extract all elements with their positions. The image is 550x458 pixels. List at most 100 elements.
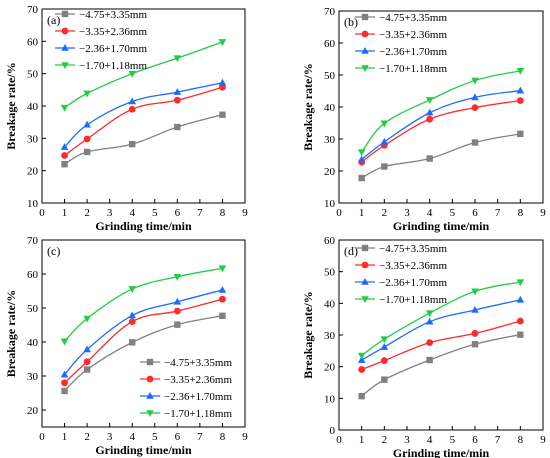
marker-triangle-up <box>61 44 69 51</box>
panel-label: (d) <box>344 244 358 258</box>
chart-panel-1: 0 1 2 3 4 5 6 7 8 9 10 20 30 40 50 60 70 Grinding time/mi… <box>4 4 248 233</box>
y-tick-label: 70 <box>27 235 39 247</box>
chart-panel-4: 0 1 2 3 4 5 6 7 8 9 0 10 20 30 40 50 60 Grinding time/min… <box>301 235 546 458</box>
panel-label: (b) <box>344 15 358 29</box>
legend-label: −1.70+1.18mm <box>79 60 147 72</box>
y-tick-label: 30 <box>324 330 336 342</box>
y-tick-label: 10 <box>324 393 336 405</box>
y-tick-label: 20 <box>324 362 336 374</box>
marker-triangle-down <box>425 97 434 104</box>
x-tick-label: 7 <box>495 434 501 446</box>
legend-label: −2.36+1.70mm <box>379 46 447 58</box>
x-tick-label: 0 <box>39 207 45 219</box>
legend-label: −2.36+1.70mm <box>379 277 447 289</box>
legend-label: −1.70+1.18mm <box>164 408 232 420</box>
plot-frame <box>41 239 246 428</box>
x-tick-label: 3 <box>107 431 113 443</box>
marker-triangle-up <box>357 155 366 163</box>
x-axis-label: Grinding time/min <box>95 443 192 457</box>
marker-triangle-down <box>471 288 479 296</box>
marker-triangle-up <box>380 137 389 145</box>
marker-triangle-down <box>361 296 369 303</box>
x-tick-label: 4 <box>129 431 135 443</box>
y-tick-label: 50 <box>27 303 39 315</box>
x-tick-label: 6 <box>175 431 181 443</box>
marker-square <box>426 155 433 162</box>
marker-circle <box>426 115 434 123</box>
marker-triangle-up <box>516 86 525 94</box>
marker-square <box>361 13 369 21</box>
marker-circle <box>358 366 366 373</box>
marker-triangle-down <box>361 65 369 72</box>
marker-square <box>381 163 388 170</box>
marker-square <box>358 392 365 400</box>
marker-triangle-down <box>83 315 91 323</box>
marker-circle <box>361 30 369 38</box>
legend-label: −3.35+2.36mm <box>379 29 447 41</box>
marker-triangle-up <box>128 97 137 105</box>
marker-triangle-down <box>380 336 389 344</box>
marker-triangle-down <box>61 62 69 69</box>
marker-square <box>129 140 136 148</box>
y-tick-label: 50 <box>324 70 336 82</box>
x-tick-label: 5 <box>450 207 456 219</box>
marker-circle <box>146 375 154 383</box>
marker-triangle-up <box>380 343 389 350</box>
marker-triangle-down <box>60 104 69 112</box>
x-tick-label: 4 <box>427 434 433 446</box>
x-tick-label: 7 <box>197 207 203 219</box>
marker-square <box>219 111 226 118</box>
x-tick-label: 0 <box>39 431 45 443</box>
legend-label: −1.70+1.18mm <box>379 294 447 306</box>
y-tick-label: 10 <box>324 198 336 210</box>
marker-triangle-up <box>425 317 434 325</box>
marker-triangle-up <box>173 88 182 95</box>
marker-square <box>83 148 91 156</box>
y-tick-label: 20 <box>27 166 39 178</box>
y-tick-label: 40 <box>27 337 39 349</box>
y-tick-label: 30 <box>324 134 336 146</box>
x-tick-label: 3 <box>404 434 410 446</box>
marker-triangle-up <box>173 297 182 305</box>
marker-circle <box>61 379 68 387</box>
x-tick-label: 1 <box>359 207 365 219</box>
panel-label: (c) <box>47 244 60 258</box>
x-tick-label: 2 <box>84 207 90 219</box>
y-tick-label: 50 <box>324 267 336 279</box>
marker-circle <box>219 83 226 91</box>
x-tick-label: 9 <box>242 431 248 443</box>
marker-triangle-up <box>146 392 154 399</box>
y-tick-label: 60 <box>27 269 39 281</box>
x-tick-label: 4 <box>427 207 433 219</box>
legend-label: −4.75+3.35mm <box>379 12 447 24</box>
x-axis-label: Grinding time/min <box>95 219 192 233</box>
marker-triangle-up <box>83 120 91 128</box>
marker-square <box>174 123 181 131</box>
series-line <box>361 299 521 361</box>
marker-triangle-down <box>425 310 434 318</box>
x-tick-label: 7 <box>197 431 203 443</box>
x-tick-label: 5 <box>152 207 158 219</box>
marker-triangle-up <box>60 370 69 378</box>
marker-circle <box>426 339 434 346</box>
marker-triangle-up <box>128 311 137 319</box>
x-tick-label: 6 <box>472 207 478 219</box>
marker-circle <box>471 104 479 112</box>
x-tick-label: 8 <box>518 207 524 219</box>
marker-triangle-down <box>471 77 479 85</box>
x-tick-label: 5 <box>152 431 158 443</box>
x-tick-label: 2 <box>382 207 388 219</box>
x-axis-label: Grinding time/min <box>393 446 490 458</box>
marker-triangle-down <box>218 265 227 273</box>
x-tick-label: 9 <box>242 207 248 219</box>
legend-label: −4.75+3.35mm <box>164 357 232 369</box>
x-tick-label: 7 <box>495 207 501 219</box>
marker-circle <box>61 152 68 159</box>
marker-triangle-down <box>357 149 366 157</box>
x-tick-label: 1 <box>62 207 68 219</box>
marker-square <box>61 161 68 168</box>
y-tick-label: 40 <box>324 102 336 114</box>
marker-triangle-up <box>83 345 91 353</box>
marker-square <box>361 244 369 252</box>
